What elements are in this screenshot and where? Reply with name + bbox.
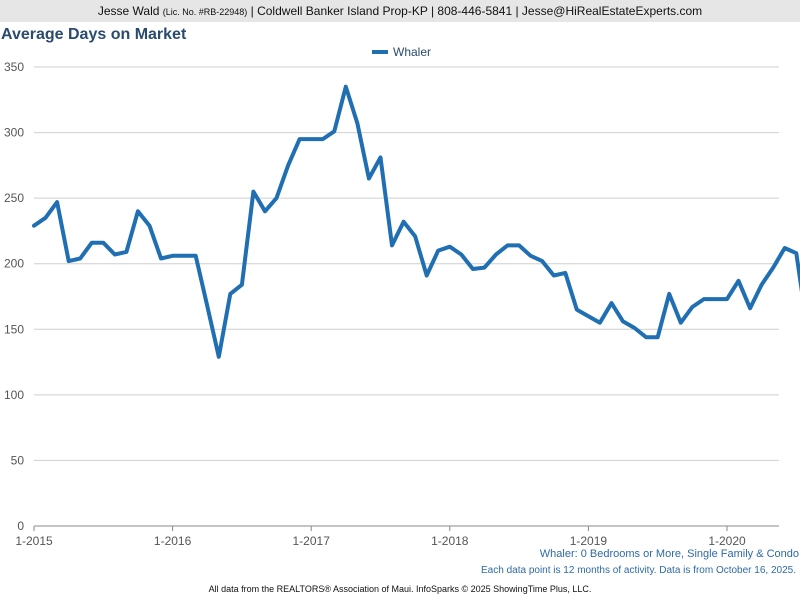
- y-tick-label: 150: [4, 322, 24, 336]
- chart-title: Average Days on Market: [1, 26, 187, 43]
- y-tick-label: 200: [4, 257, 24, 271]
- x-tick-label: 1-2015: [15, 534, 53, 548]
- y-tick-label: 50: [11, 453, 25, 467]
- x-tick-label: 1-2016: [154, 534, 192, 548]
- y-tick-label: 300: [4, 126, 24, 140]
- y-tick-label: 100: [4, 388, 24, 402]
- chart-legend: Whaler: [372, 45, 431, 59]
- legend-swatch: [372, 50, 388, 54]
- license-number: (Lic. No. #RB-22948): [162, 7, 248, 17]
- y-tick-label: 0: [17, 519, 24, 533]
- legend-label: Whaler: [393, 45, 432, 59]
- x-tick-label: 1-2019: [570, 534, 608, 548]
- series-line-whaler: [32, 84, 800, 359]
- y-tick-label: 250: [4, 191, 24, 205]
- agent-details: | Coldwell Banker Island Prop-KP | 808-4…: [250, 4, 703, 18]
- agent-header: Jesse Wald (Lic. No. #RB-22948) | Coldwe…: [0, 0, 800, 22]
- y-tick-label: 350: [4, 60, 24, 74]
- chart-subtitle: Whaler: 0 Bedrooms or More, Single Famil…: [539, 548, 799, 560]
- x-tick-label: 1-2017: [293, 534, 331, 548]
- footer-credit: All data from the REALTORS® Association …: [208, 584, 592, 594]
- x-tick-label: 1-2018: [431, 534, 469, 548]
- data-note: Each data point is 12 months of activity…: [481, 565, 796, 576]
- agent-name: Jesse Wald: [97, 4, 160, 18]
- x-tick-label: 1-2020: [708, 534, 746, 548]
